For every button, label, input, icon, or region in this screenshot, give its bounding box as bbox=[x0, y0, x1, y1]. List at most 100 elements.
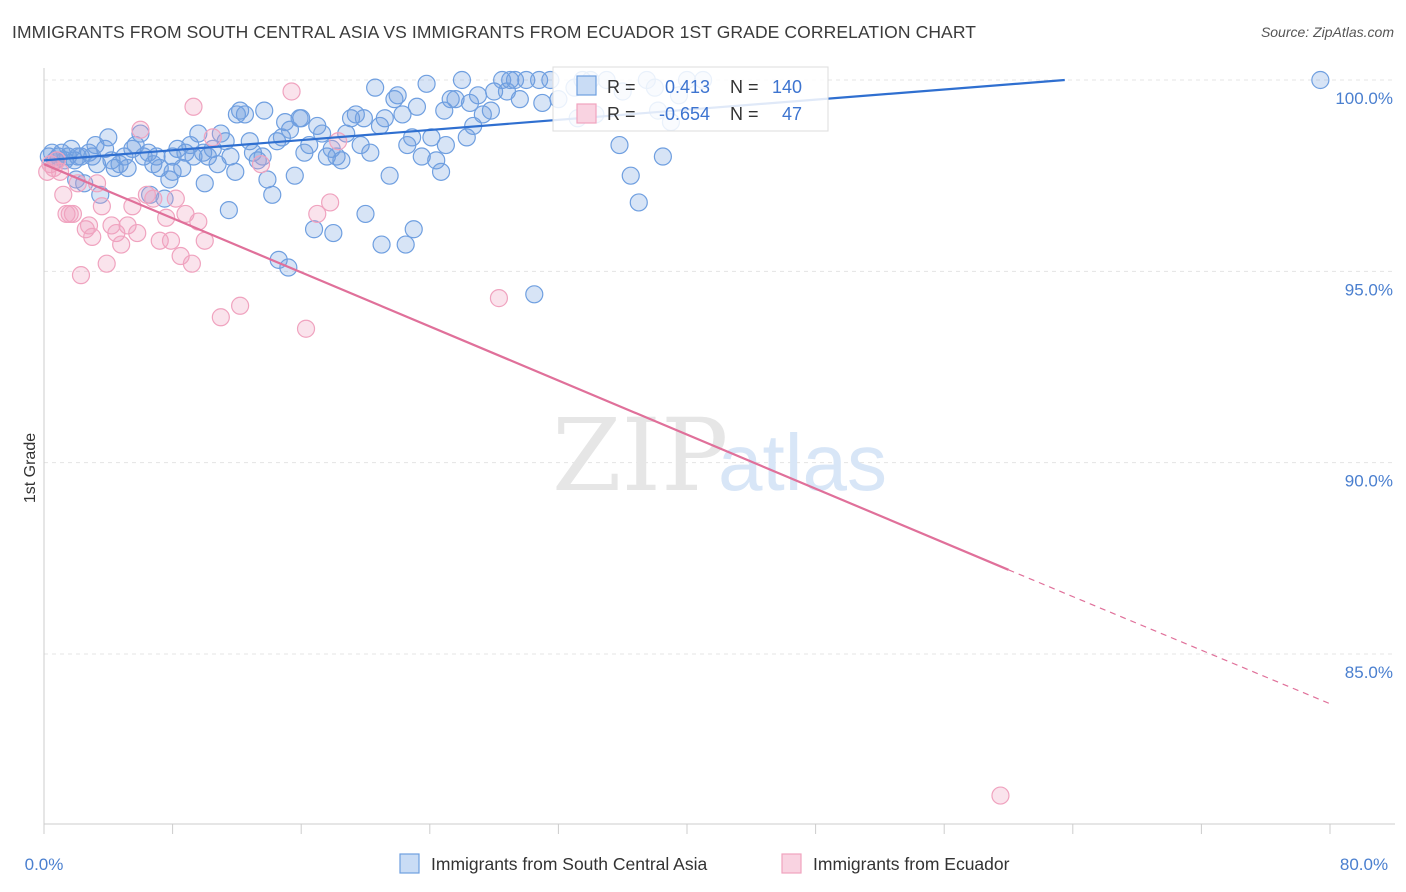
stats-blue-r-value: 0.413 bbox=[665, 77, 710, 97]
point-south-central-asia-138 bbox=[354, 109, 373, 128]
point-south-central-asia-116 bbox=[653, 147, 672, 166]
point-south-central-asia-74 bbox=[351, 135, 370, 155]
x-tick-label-min: 0.0% bbox=[25, 855, 64, 874]
point-ecuador-35 bbox=[203, 128, 222, 147]
x-tick-label-max: 80.0% bbox=[1340, 855, 1388, 874]
point-south-central-asia-76 bbox=[361, 143, 380, 162]
point-south-central-asia-112 bbox=[610, 135, 629, 155]
point-south-central-asia-46 bbox=[221, 147, 240, 166]
point-south-central-asia-139 bbox=[460, 93, 480, 113]
point-ecuador-40 bbox=[296, 319, 316, 338]
x-tick-labels: 0.0% 80.0% bbox=[25, 855, 1388, 874]
point-south-central-asia-22 bbox=[118, 158, 137, 178]
point-ecuador-20 bbox=[118, 216, 137, 235]
point-south-central-asia-123 bbox=[372, 235, 391, 254]
point-ecuador-39 bbox=[282, 82, 301, 101]
point-ecuador-25 bbox=[144, 189, 163, 208]
point-south-central-asia-79 bbox=[375, 109, 394, 128]
y-tick-label-0: 100.0% bbox=[1335, 89, 1393, 108]
point-south-central-asia-131 bbox=[227, 105, 246, 124]
point-south-central-asia-113 bbox=[621, 166, 640, 185]
legend-pink-label: Immigrants from Ecuador bbox=[813, 854, 1010, 874]
point-ecuador-36 bbox=[211, 308, 230, 327]
point-south-central-asia-105 bbox=[517, 70, 536, 90]
point-ecuador-42 bbox=[321, 193, 340, 212]
point-south-central-asia-87 bbox=[412, 147, 431, 166]
series-south-central-asia bbox=[39, 70, 1330, 304]
point-ecuador-32 bbox=[182, 254, 201, 273]
point-south-central-asia-121 bbox=[525, 285, 544, 304]
point-south-central-asia-55 bbox=[263, 185, 282, 204]
y-tick-label-3: 85.0% bbox=[1345, 663, 1393, 682]
chart-title: IMMIGRANTS FROM SOUTH CENTRAL ASIA VS IM… bbox=[12, 22, 977, 42]
stats-blue-swatch bbox=[576, 75, 597, 96]
point-south-central-asia-91 bbox=[431, 162, 451, 181]
point-south-central-asia-16 bbox=[95, 139, 115, 158]
trend-line-ecuador bbox=[43, 163, 1009, 571]
watermark-atlas: atlas bbox=[718, 418, 887, 507]
stats-pink-n-value: 47 bbox=[782, 104, 802, 124]
point-south-central-asia-64 bbox=[304, 220, 324, 239]
stats-pink-r-value: -0.654 bbox=[659, 104, 710, 124]
point-south-central-asia-85 bbox=[403, 128, 422, 147]
point-south-central-asia-39 bbox=[189, 124, 208, 143]
point-ecuador-15 bbox=[92, 197, 111, 216]
point-ecuador-8 bbox=[63, 204, 83, 224]
point-south-central-asia-86 bbox=[407, 97, 427, 116]
point-south-central-asia-82 bbox=[388, 86, 407, 105]
point-south-central-asia-75 bbox=[356, 204, 375, 224]
point-ecuador-28 bbox=[161, 231, 181, 250]
stats-box: R = 0.413 N = 140 R = -0.654 N = 47 bbox=[552, 66, 829, 132]
point-ecuador-5 bbox=[54, 185, 73, 204]
point-ecuador-22 bbox=[128, 223, 147, 243]
point-ecuador-29 bbox=[166, 189, 185, 208]
point-south-central-asia-88 bbox=[417, 74, 436, 93]
point-south-central-asia-95 bbox=[452, 70, 472, 90]
point-ecuador-13 bbox=[83, 227, 102, 246]
point-south-central-asia-140 bbox=[481, 101, 500, 120]
point-ecuador-38 bbox=[251, 155, 271, 174]
point-ecuador-37 bbox=[231, 296, 250, 315]
stats-pink-r-label: R = bbox=[607, 104, 636, 124]
point-ecuador-10 bbox=[71, 266, 91, 285]
point-ecuador-44 bbox=[489, 289, 509, 308]
point-south-central-asia-128 bbox=[195, 174, 214, 193]
point-south-central-asia-122 bbox=[404, 220, 423, 239]
point-south-central-asia-96 bbox=[457, 128, 476, 147]
point-south-central-asia-135 bbox=[292, 109, 311, 128]
stats-blue-n-value: 140 bbox=[772, 77, 802, 97]
point-south-central-asia-102 bbox=[501, 70, 520, 90]
legend-pink-swatch bbox=[781, 853, 802, 874]
point-south-central-asia-54 bbox=[258, 170, 277, 189]
point-ecuador-46 bbox=[184, 97, 203, 116]
point-south-central-asia-149 bbox=[1311, 70, 1330, 90]
point-ecuador-23 bbox=[131, 120, 150, 139]
point-south-central-asia-60 bbox=[285, 166, 304, 185]
point-south-central-asia-80 bbox=[380, 166, 399, 185]
point-south-central-asia-53 bbox=[253, 147, 272, 166]
point-ecuador-43 bbox=[329, 132, 348, 151]
watermark: ZIP atlas bbox=[552, 397, 887, 514]
legend: Immigrants from South Central Asia Immig… bbox=[399, 853, 1010, 874]
point-south-central-asia-106 bbox=[533, 93, 552, 113]
point-south-central-asia-93 bbox=[441, 90, 460, 109]
source-label: Source: ZipAtlas.com bbox=[1260, 24, 1394, 40]
point-ecuador-16 bbox=[97, 254, 116, 273]
legend-blue-swatch bbox=[399, 853, 420, 874]
point-south-central-asia-129 bbox=[219, 201, 238, 220]
stats-pink-swatch bbox=[576, 103, 597, 124]
point-south-central-asia-130 bbox=[396, 235, 415, 254]
legend-blue-label: Immigrants from South Central Asia bbox=[431, 854, 707, 874]
watermark-zip: ZIP bbox=[552, 397, 728, 514]
point-ecuador-41 bbox=[308, 204, 327, 224]
gridlines bbox=[44, 79, 1395, 655]
point-south-central-asia-92 bbox=[436, 135, 455, 155]
y-tick-labels: 100.0% 95.0% 90.0% 85.0% bbox=[1335, 89, 1393, 682]
point-south-central-asia-127 bbox=[163, 162, 182, 181]
stats-blue-n-label: N = bbox=[730, 77, 759, 97]
point-south-central-asia-77 bbox=[366, 78, 385, 97]
point-south-central-asia-114 bbox=[629, 193, 648, 212]
point-south-central-asia-142 bbox=[530, 70, 549, 90]
point-south-central-asia-137 bbox=[435, 101, 454, 120]
